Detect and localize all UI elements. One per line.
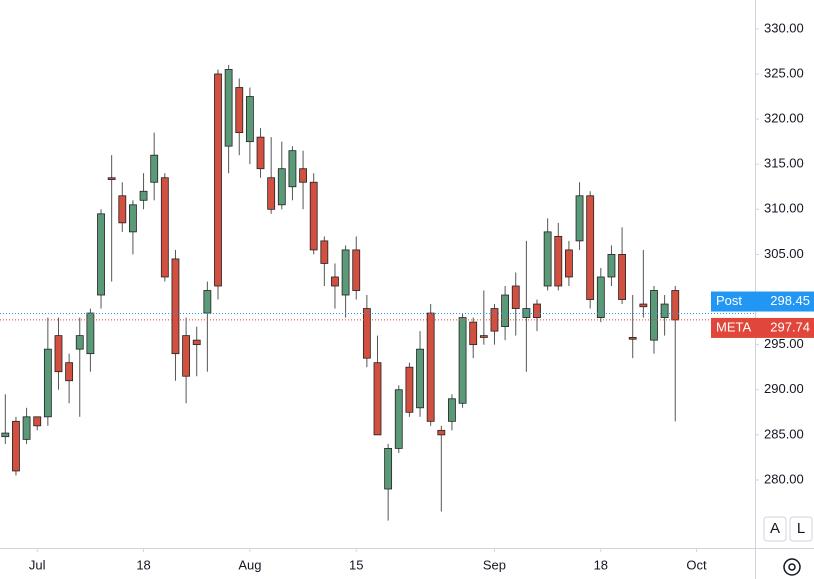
scale-button[interactable] (763, 516, 787, 542)
candle-body (1, 432, 10, 438)
candle-body (448, 398, 456, 422)
candle-body (171, 258, 180, 355)
candle-body (267, 177, 276, 210)
candle-body (107, 177, 116, 180)
candle-body (97, 213, 105, 296)
gear[interactable] (783, 558, 801, 576)
scale-button[interactable] (789, 516, 813, 542)
y-tick-label: 315.00 (764, 156, 804, 171)
scale-button-label[interactable]: L (797, 520, 805, 537)
candle-body (362, 308, 371, 359)
candle-body (618, 254, 626, 300)
candle-body (192, 339, 201, 346)
candle-body (245, 96, 254, 143)
x-tick-label: Oct (686, 557, 707, 572)
y-tick-label: 310.00 (764, 201, 804, 216)
candle-body (490, 308, 499, 332)
y-tick-label: 320.00 (764, 111, 804, 126)
y-tick-label: 285.00 (764, 426, 804, 441)
candle-body (139, 190, 148, 201)
price-value: 298.45 (770, 293, 810, 308)
candle-body (118, 195, 127, 224)
candle-body (86, 312, 95, 355)
y-tick-label: 305.00 (764, 246, 804, 261)
candle-body (224, 69, 233, 147)
candle-body (650, 290, 658, 341)
candle-body (479, 335, 488, 338)
candle-body (511, 285, 520, 309)
candle-body (277, 168, 286, 206)
candle-body (160, 177, 169, 278)
candle-body (394, 389, 403, 449)
candle-body (203, 290, 212, 314)
candle-body (65, 362, 74, 382)
y-tick-label: 280.00 (764, 471, 804, 486)
candle-body (12, 420, 20, 472)
price-name: META (716, 319, 751, 334)
candle-body (43, 348, 52, 418)
candle-body (235, 87, 244, 134)
candle-body (458, 317, 467, 404)
candle-body (501, 294, 510, 327)
y-tick-label: 290.00 (764, 381, 804, 396)
candle-body (22, 416, 31, 440)
price-value: 297.74 (770, 319, 810, 334)
candle-body (150, 154, 159, 183)
candle-body (331, 276, 339, 287)
candle-body (575, 195, 584, 242)
gear-center[interactable] (788, 563, 796, 571)
candle-body (309, 181, 318, 251)
y-tick-label: 325.00 (764, 65, 804, 80)
candle-body (596, 276, 605, 318)
candle-body (256, 136, 265, 170)
price-badge (711, 317, 814, 338)
candle-body (543, 231, 552, 287)
x-tick-label: 18 (136, 557, 150, 572)
candle-body (182, 335, 191, 377)
candle-body (554, 235, 563, 287)
candle-body (586, 195, 595, 300)
candle-body (214, 73, 222, 287)
x-tick-label: Sep (483, 557, 506, 572)
y-tick-label: 330.00 (764, 20, 804, 35)
x-tick-label: Aug (238, 557, 261, 572)
candle-body (607, 254, 616, 278)
candle-body (33, 416, 42, 427)
candle-body (405, 366, 414, 413)
candle-body (75, 335, 84, 350)
x-tick-label: Jul (29, 557, 46, 572)
candle-body (384, 447, 393, 490)
candle-body (129, 204, 137, 233)
settings-icon[interactable] (783, 558, 801, 576)
candle-body (373, 362, 382, 436)
price-badge (711, 291, 814, 312)
x-tick-label: 18 (594, 557, 608, 572)
candle-body (564, 249, 573, 278)
candle-body (671, 290, 680, 321)
price-name: Post (716, 293, 742, 308)
scale-button-label[interactable]: A (770, 520, 780, 537)
candle-body (437, 429, 446, 436)
candle-body (299, 168, 307, 183)
candle-body (416, 348, 424, 409)
candle-body (341, 249, 350, 296)
candle-body (352, 249, 361, 291)
candle-body (320, 240, 329, 264)
candle-body (533, 303, 541, 318)
candle-body (628, 337, 637, 340)
candle-body (288, 150, 297, 188)
y-tick-label: 295.00 (764, 336, 804, 351)
x-tick-label: 15 (349, 557, 363, 572)
candle-body (469, 321, 478, 346)
candle-body (660, 303, 669, 318)
candle-body (426, 312, 435, 422)
candle-body (639, 303, 648, 308)
candle-body (54, 335, 63, 373)
